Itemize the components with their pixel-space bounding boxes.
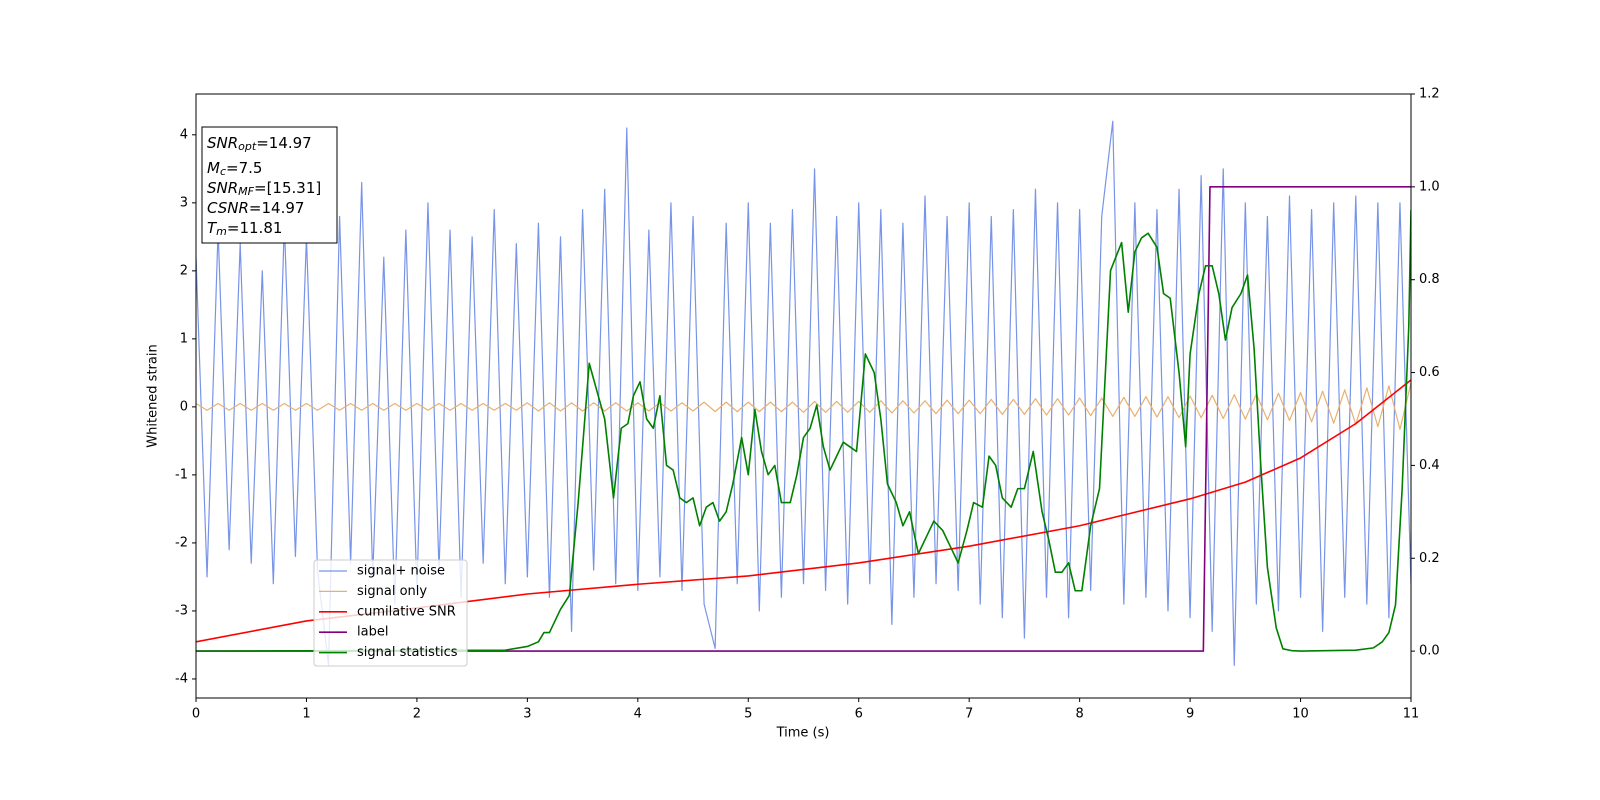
x-tick-label: 5 (744, 707, 752, 722)
y2-tick-label: 0.4 (1419, 458, 1440, 473)
y2-tick-label: 0.0 (1419, 644, 1440, 659)
series-line (196, 186, 1411, 652)
annotation-frame (201, 126, 338, 244)
annotation-symbol: T (207, 219, 218, 237)
y-tick-label: -4 (175, 671, 188, 686)
series-line (196, 210, 1411, 652)
legend-frame (313, 559, 468, 667)
annotation-value: =[15.31] (254, 179, 321, 197)
annotation-text: CSNR=14.97 (207, 199, 304, 217)
y2-tick-label: 0.2 (1419, 551, 1440, 566)
y-tick-label: -1 (175, 467, 188, 482)
y2-tick-label: 1.0 (1419, 179, 1440, 194)
annotation-subscript: opt (238, 140, 257, 153)
annotation-value: =7.5 (226, 159, 262, 177)
legend-label: cumilative SNR (357, 604, 456, 619)
annotation-text: Tm=11.81 (207, 219, 282, 239)
annotation-symbol: SNR (207, 179, 238, 197)
annotation-subscript: m (216, 225, 227, 238)
x-tick-label: 6 (855, 707, 863, 722)
annotation-value: =14.97 (256, 134, 312, 152)
y-tick-label: -3 (175, 603, 188, 618)
x-axis-label: Time (s) (776, 726, 830, 741)
x-tick-label: 8 (1075, 707, 1083, 722)
y2-tick-label: 1.2 (1419, 87, 1440, 102)
y-tick-label: 3 (180, 195, 188, 210)
annotation-text: SNRopt=14.97 (207, 134, 312, 154)
legend-label: label (357, 625, 388, 640)
x-tick-label: 11 (1403, 707, 1420, 722)
x-tick-label: 1 (302, 707, 310, 722)
annotation-symbol: M (207, 159, 220, 177)
annotation-symbol: CSNR (207, 199, 249, 217)
y2-tick-label: 0.8 (1419, 272, 1440, 287)
annotation-value: =14.97 (249, 199, 305, 217)
y-tick-label: 1 (180, 331, 188, 346)
axes-frame (195, 93, 1412, 699)
x-tick-label: 0 (192, 707, 200, 722)
annotation-symbol: SNR (207, 134, 238, 152)
annotation-value: =11.81 (227, 219, 283, 237)
legend-label: signal+ noise (357, 564, 445, 579)
x-tick-label: 2 (413, 707, 421, 722)
x-tick-label: 4 (634, 707, 642, 722)
annotation-subscript: c (220, 165, 226, 178)
x-tick-label: 7 (965, 707, 973, 722)
y-tick-label: 4 (180, 127, 188, 142)
x-tick-label: 10 (1292, 707, 1309, 722)
legend: signal+ noise signal only cumilative SNR la… (313, 559, 468, 667)
legend-label: signal only (357, 584, 427, 599)
x-tick-label: 9 (1186, 707, 1194, 722)
annotation-text: Mc=7.5 (207, 159, 262, 179)
y-tick-label: -2 (175, 535, 188, 550)
annotation-text: SNRMF=[15.31] (207, 179, 321, 199)
series-line (196, 382, 1411, 430)
series-line (196, 120, 1411, 666)
annotation-box: SNRopt=14.97Mc=7.5SNRMF=[15.31]CSNR=14.9… (201, 126, 338, 244)
annotation-subscript: MF (238, 185, 254, 198)
y-axis-label: Whitened strain (146, 344, 161, 447)
y-tick-label: 2 (180, 263, 188, 278)
x-tick-label: 3 (523, 707, 531, 722)
y-tick-label: 0 (180, 399, 188, 414)
legend-label: signal statistics (357, 645, 458, 660)
y2-tick-label: 0.6 (1419, 365, 1440, 380)
